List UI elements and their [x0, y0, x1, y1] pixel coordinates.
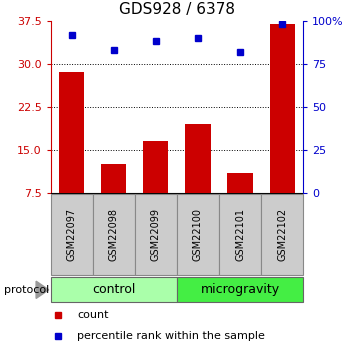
Text: GSM22102: GSM22102 — [277, 208, 287, 261]
Bar — [93, 194, 135, 275]
Text: GSM22101: GSM22101 — [235, 208, 245, 261]
Text: GSM22100: GSM22100 — [193, 208, 203, 261]
Text: GSM22097: GSM22097 — [66, 208, 77, 261]
Bar — [261, 194, 303, 275]
Bar — [177, 277, 303, 302]
Text: protocol: protocol — [4, 285, 49, 295]
Bar — [59, 72, 84, 193]
Text: control: control — [92, 283, 135, 296]
Title: GDS928 / 6378: GDS928 / 6378 — [119, 2, 235, 17]
Bar — [101, 165, 126, 193]
Bar — [270, 23, 295, 193]
Bar — [143, 141, 169, 193]
Polygon shape — [36, 281, 49, 298]
Bar — [185, 124, 210, 193]
Bar — [227, 173, 253, 193]
Text: GSM22098: GSM22098 — [109, 208, 119, 261]
Bar — [177, 194, 219, 275]
Text: microgravity: microgravity — [200, 283, 280, 296]
Text: GSM22099: GSM22099 — [151, 208, 161, 261]
Bar — [219, 194, 261, 275]
Bar — [51, 277, 177, 302]
Text: percentile rank within the sample: percentile rank within the sample — [77, 331, 265, 341]
Bar — [135, 194, 177, 275]
Bar — [51, 194, 92, 275]
Text: count: count — [77, 310, 109, 320]
